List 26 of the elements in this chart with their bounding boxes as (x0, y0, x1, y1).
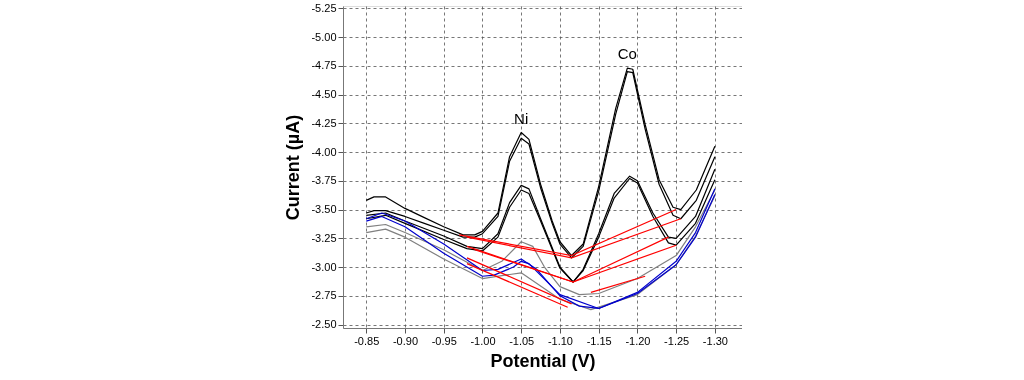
y-axis-title: Current (µA) (283, 114, 304, 221)
y-tick-label: -4.25 (311, 116, 337, 129)
y-tick-label: -4.50 (311, 88, 337, 101)
y-tick-label: -3.75 (311, 174, 337, 187)
y-tick-label: -3.00 (311, 260, 337, 273)
y-tick-label: -5.25 (311, 1, 337, 14)
x-tick-label: -0.95 (431, 334, 457, 347)
x-axis-title: Potential (V) (490, 350, 596, 371)
x-tick-label: -1.30 (702, 334, 728, 347)
x-tick-label: -1.00 (470, 334, 496, 347)
x-tick-label: -1.10 (547, 334, 573, 347)
x-tick-label: -1.05 (509, 334, 535, 347)
x-tick-label: -1.20 (625, 334, 651, 347)
x-tick-label: -1.15 (586, 334, 612, 347)
x-tick-label: -0.85 (354, 334, 380, 347)
annotation: Co (617, 45, 637, 63)
y-tick-label: -5.00 (311, 30, 337, 43)
y-tick-label: -2.75 (311, 289, 337, 302)
y-tick-label: -3.50 (311, 203, 337, 216)
x-tick-label: -1.25 (664, 334, 690, 347)
annotation: Ni (514, 109, 529, 127)
y-tick-label: -3.25 (311, 231, 337, 244)
y-tick-label: -4.00 (311, 145, 337, 158)
y-tick-label: -4.75 (311, 59, 337, 72)
y-tick-label: -2.50 (311, 318, 337, 331)
x-tick-label: -0.90 (392, 334, 419, 347)
